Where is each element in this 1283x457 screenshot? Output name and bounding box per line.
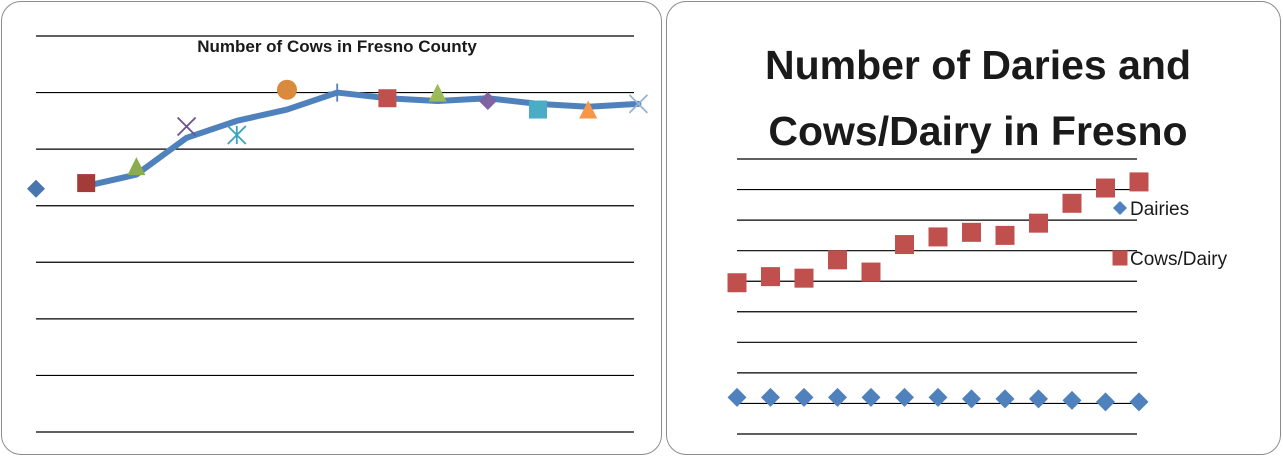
cows-per-dairy-point-1: [761, 267, 780, 287]
cows-per-dairy-point-9: [1029, 213, 1048, 233]
cows-per-dairy-point-12: [1129, 172, 1149, 192]
cows-per-dairy-point-6: [928, 227, 948, 247]
data-point-2: [127, 157, 146, 176]
dairies-point-7: [962, 389, 981, 409]
chart-panel-left: Number of Cows in Fresno County: [1, 1, 662, 455]
data-point-12: [628, 94, 649, 114]
cows-per-dairy-point-8: [995, 225, 1015, 245]
dairies-point-12: [1129, 392, 1149, 412]
cows-series-line: [83, 89, 642, 189]
cows-per-dairy-point-3: [828, 250, 847, 270]
legend-label: Dairies: [1130, 199, 1189, 220]
data-point-4: [227, 125, 247, 145]
legend-marker-0: [1113, 201, 1127, 215]
data-point-10: [529, 100, 547, 119]
data-point-8: [428, 83, 447, 102]
chart-title: Number of Cows in Fresno County: [197, 37, 477, 56]
cows-per-dairy-point-0: [727, 273, 747, 293]
data-point-3: [176, 116, 197, 137]
data-point-0: [27, 179, 45, 198]
cows-line-chart: Number of Cows in Fresno County: [27, 35, 649, 433]
dairies-point-9: [1029, 389, 1048, 409]
cows-per-dairy-point-4: [861, 262, 881, 282]
legend-label: Cows/Dairy: [1130, 249, 1228, 270]
dairies-point-3: [828, 387, 847, 407]
cows-per-dairy-point-7: [962, 222, 981, 242]
dairies-point-11: [1096, 392, 1115, 412]
dairies-point-5: [895, 387, 914, 407]
cows-per-dairy-point-2: [794, 268, 814, 288]
cows-per-dairy-point-10: [1062, 193, 1082, 213]
data-point-1: [77, 174, 96, 193]
legend-marker-1: [1112, 250, 1128, 266]
dairies-point-4: [861, 387, 881, 407]
chart-panel-right: Number of Daries and Cows/Dairy in Fresn…: [666, 1, 1281, 455]
cows-per-dairy-point-11: [1096, 178, 1115, 198]
data-point-5: [277, 79, 297, 100]
dairies-point-10: [1062, 390, 1082, 410]
dairies-point-6: [928, 387, 948, 407]
data-point-6: [328, 83, 347, 102]
dairies-scatter-chart: Number of Daries and Cows/Dairy in Fresn…: [727, 42, 1228, 435]
data-point-7: [378, 89, 397, 108]
data-point-9: [478, 92, 497, 111]
dairies-point-8: [995, 389, 1015, 409]
data-point-11: [579, 100, 598, 119]
chart-title-line-2: Cows/Dairy in Fresno: [768, 108, 1187, 154]
chart-title-line-1: Number of Daries and: [765, 42, 1191, 88]
dairies-point-0: [727, 387, 747, 407]
dairies-point-1: [761, 387, 780, 407]
dairies-point-2: [794, 387, 814, 407]
cows-per-dairy-point-5: [895, 235, 914, 255]
